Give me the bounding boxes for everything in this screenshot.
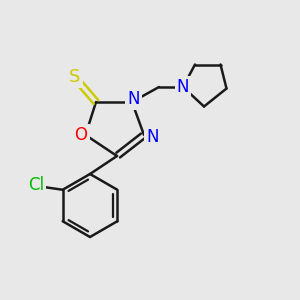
Text: N: N bbox=[146, 128, 159, 146]
Text: Cl: Cl bbox=[28, 176, 44, 194]
Text: N: N bbox=[177, 78, 189, 96]
Text: N: N bbox=[127, 90, 140, 108]
Text: S: S bbox=[69, 68, 81, 86]
Text: O: O bbox=[74, 126, 88, 144]
